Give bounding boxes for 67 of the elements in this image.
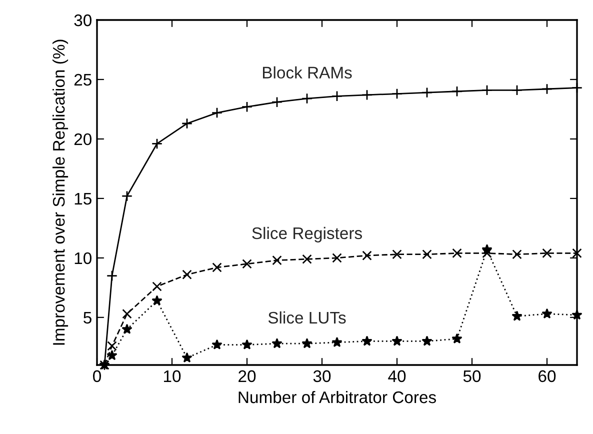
y-tick-label: 10 bbox=[74, 252, 92, 264]
point bbox=[182, 352, 192, 362]
point bbox=[242, 339, 252, 350]
point bbox=[572, 248, 582, 258]
point bbox=[512, 250, 522, 260]
point bbox=[212, 262, 222, 272]
point bbox=[152, 295, 162, 306]
point bbox=[542, 308, 552, 318]
point bbox=[362, 336, 372, 346]
point bbox=[106, 270, 118, 282]
point bbox=[301, 92, 313, 104]
series-label: Block RAMs bbox=[262, 66, 352, 79]
point bbox=[362, 250, 372, 260]
point bbox=[511, 84, 523, 96]
point bbox=[392, 250, 402, 260]
point bbox=[421, 87, 433, 98]
point bbox=[391, 88, 403, 100]
point bbox=[302, 254, 312, 264]
x-tick-label: 50 bbox=[463, 370, 481, 382]
point bbox=[331, 90, 343, 102]
x-tick-label: 40 bbox=[388, 370, 406, 382]
y-tick-label: 5 bbox=[84, 312, 92, 324]
point bbox=[392, 336, 402, 346]
point bbox=[182, 270, 192, 280]
point bbox=[452, 333, 462, 344]
point bbox=[272, 338, 282, 348]
point bbox=[422, 336, 432, 346]
point bbox=[512, 310, 522, 321]
point bbox=[241, 101, 253, 112]
point bbox=[181, 118, 193, 130]
point bbox=[302, 338, 312, 348]
point bbox=[107, 341, 117, 351]
point bbox=[482, 248, 492, 258]
x-axis-title: Number of Arbitrator Cores bbox=[238, 390, 436, 404]
y-tick-label: 15 bbox=[74, 193, 92, 205]
y-tick-label: 30 bbox=[74, 14, 92, 26]
point bbox=[361, 89, 373, 101]
y-tick-label: 25 bbox=[74, 74, 92, 86]
point bbox=[422, 250, 432, 260]
point bbox=[332, 253, 342, 263]
x-tick-label: 0 bbox=[93, 370, 101, 382]
series-label: Slice Registers bbox=[252, 226, 362, 242]
point bbox=[106, 350, 118, 360]
point bbox=[452, 248, 462, 258]
point bbox=[212, 339, 222, 350]
point bbox=[272, 255, 282, 266]
x-tick-label: 10 bbox=[164, 370, 181, 382]
point bbox=[242, 259, 252, 269]
series-label: Slice LUTs bbox=[268, 311, 346, 324]
point bbox=[542, 248, 552, 258]
point bbox=[211, 107, 223, 118]
point bbox=[481, 84, 493, 96]
point bbox=[122, 324, 132, 334]
point bbox=[332, 336, 342, 348]
x-tick-label: 20 bbox=[238, 370, 256, 382]
point bbox=[122, 308, 132, 319]
y-tick-label: 20 bbox=[74, 133, 92, 146]
y-axis-title: Improvement over Simple Replication (%) bbox=[52, 40, 68, 345]
point bbox=[451, 86, 463, 97]
x-tick-label: 60 bbox=[538, 370, 556, 382]
point bbox=[482, 244, 492, 254]
point bbox=[151, 138, 163, 150]
point bbox=[152, 282, 162, 292]
point bbox=[271, 96, 283, 108]
point bbox=[121, 190, 133, 202]
x-tick-label: 30 bbox=[313, 370, 331, 382]
point bbox=[541, 83, 553, 95]
